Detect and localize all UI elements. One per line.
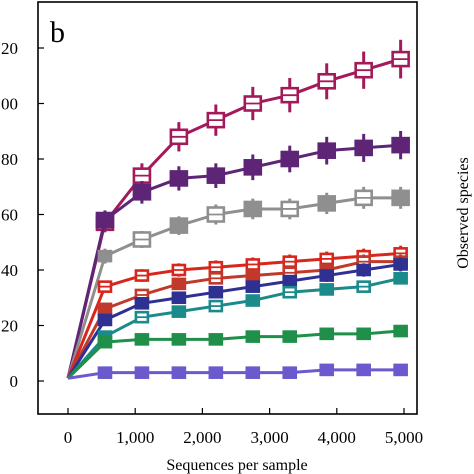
data-point-marker <box>134 296 150 310</box>
y-tick-label: 60 <box>1 206 18 225</box>
data-point-marker <box>134 366 150 379</box>
data-point-marker <box>356 363 371 377</box>
data-point-marker <box>393 363 408 377</box>
data-point-marker <box>391 189 410 207</box>
data-point-marker <box>171 366 187 379</box>
data-point-marker <box>208 333 224 346</box>
data-point-marker <box>134 333 150 346</box>
data-point-marker <box>245 280 261 293</box>
series-4 <box>66 245 408 379</box>
data-point-marker <box>356 263 371 277</box>
series-8 <box>66 324 408 380</box>
series-line <box>66 329 401 380</box>
data-point-marker <box>245 330 261 343</box>
data-point-marker <box>317 195 337 212</box>
y-axis-title: Observed species <box>455 157 472 269</box>
series-line <box>66 262 401 380</box>
series-5 <box>66 254 408 379</box>
x-tick-label: 1,000 <box>116 428 154 447</box>
data-point-marker <box>282 274 298 288</box>
data-point-marker <box>356 327 371 341</box>
axis-ticks: 0 1,000 2,000 3,000 4,000 5,000 0 20 40 60 80 100 12… <box>0 39 423 447</box>
series-2 <box>66 130 410 379</box>
data-point-marker <box>171 305 187 318</box>
y-tick-label: 80 <box>1 150 18 169</box>
plot-frame <box>37 1 418 415</box>
series-line <box>66 260 401 379</box>
data-point-marker <box>171 291 187 305</box>
x-tick-label: 4,000 <box>318 428 356 447</box>
data-point-marker <box>97 335 113 349</box>
y-tick-label: 20 <box>1 317 18 336</box>
data-point-marker <box>208 285 224 299</box>
x-axis-title: Sequences per sample <box>166 457 307 474</box>
data-point-marker <box>132 184 152 201</box>
data-point-marker <box>280 150 300 168</box>
series-line <box>66 143 401 379</box>
data-point-marker <box>169 170 189 187</box>
panel-letter: b <box>50 16 65 49</box>
series-6 <box>66 257 408 380</box>
data-point-marker <box>171 277 187 291</box>
series-line <box>67 368 401 380</box>
data-point-marker <box>354 139 373 157</box>
data-point-marker <box>95 211 115 229</box>
data-point-marker <box>97 249 113 263</box>
data-point-marker <box>245 294 261 307</box>
y-tick-label: 40 <box>1 261 18 280</box>
data-point-marker <box>206 167 226 184</box>
series-line <box>66 196 401 379</box>
series-line <box>66 251 401 379</box>
y-tick-label: 100 <box>0 95 18 114</box>
data-point-marker <box>243 200 263 218</box>
data-point-marker <box>245 269 261 282</box>
data-point-marker <box>97 366 113 379</box>
y-tick-label: 0 <box>10 372 19 391</box>
data-point-marker <box>282 330 298 343</box>
data-point-marker <box>393 258 408 271</box>
data-point-marker <box>171 333 187 346</box>
data-point-marker <box>208 366 224 379</box>
data-point-marker <box>393 272 408 285</box>
data-point-marker <box>243 159 263 176</box>
data-point-marker <box>97 313 113 327</box>
data-point-marker <box>245 366 261 379</box>
series-line <box>66 57 402 379</box>
x-tick-label: 2,000 <box>183 428 221 447</box>
data-point-marker <box>319 327 335 341</box>
x-tick-label: 0 <box>64 428 73 447</box>
x-tick-label: 5,000 <box>385 428 423 447</box>
data-point-marker <box>282 366 298 379</box>
data-point-marker <box>169 217 189 234</box>
series-3 <box>66 186 410 379</box>
data-point-marker <box>97 302 113 316</box>
data-point-marker <box>319 269 335 282</box>
series-line <box>66 276 401 380</box>
data-point-marker <box>393 324 408 338</box>
x-tick-label: 3,000 <box>250 428 288 447</box>
data-point-marker <box>319 363 335 377</box>
data-point-marker <box>317 142 337 159</box>
data-point-marker <box>319 283 335 296</box>
series-layer <box>66 39 410 380</box>
y-tick-label: 120 <box>0 39 18 58</box>
data-point-marker <box>391 136 410 154</box>
series-9 <box>67 363 408 380</box>
